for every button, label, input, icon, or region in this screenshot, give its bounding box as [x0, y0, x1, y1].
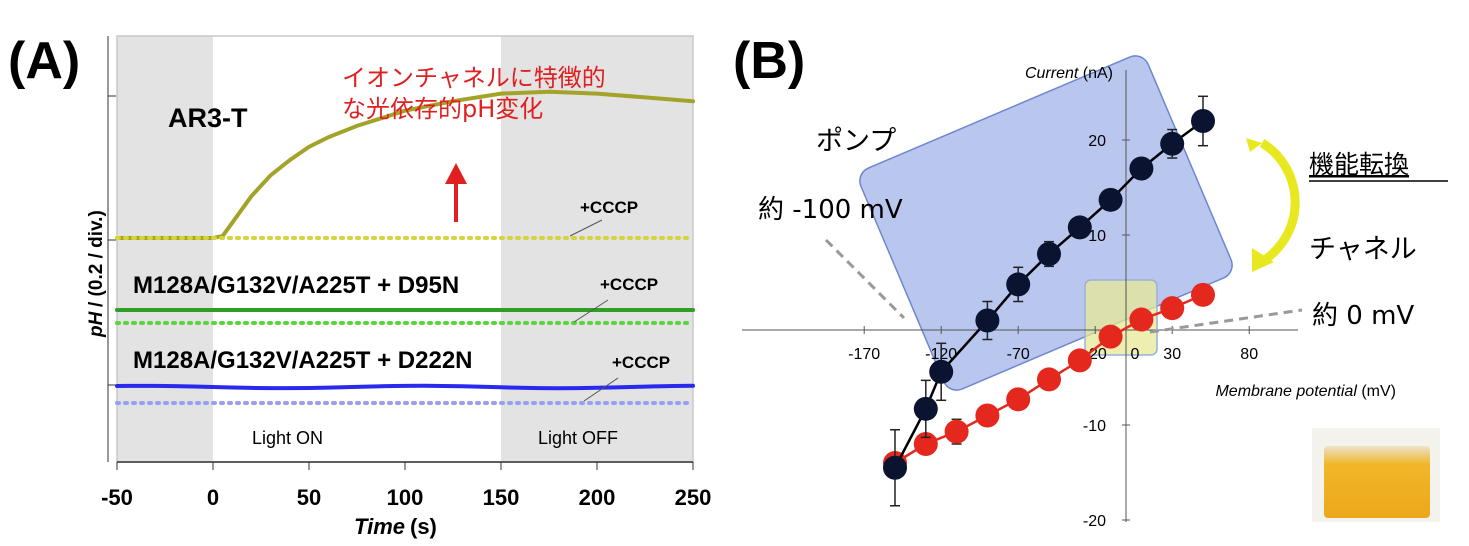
panel-a-chart: -50 0 50 100 150 200 250 AR3-T M128A/G132V/A22…	[86, 35, 711, 539]
channel-value: 約 0 mV	[1312, 301, 1414, 331]
conversion-arrow	[1259, 139, 1300, 266]
y-tick-label-b: -20	[1083, 513, 1106, 530]
sample-photo-swatch	[1324, 446, 1430, 518]
panel-label-a: (A)	[8, 32, 80, 90]
x-axis-title-a-italic: Time	[354, 514, 405, 539]
data-point-channel	[1037, 367, 1061, 392]
x-tick-label-a: 250	[675, 485, 712, 510]
cccp-leader-d95n	[573, 299, 609, 323]
data-point-channel	[1006, 387, 1031, 412]
x-tick-label-a: -50	[101, 485, 133, 510]
x-tick-label-b: -170	[848, 346, 880, 363]
data-point-channel	[1160, 296, 1185, 321]
data-point-pump	[1098, 187, 1123, 212]
sample-label-d222n: M128A/G132V/A225T + D222N	[133, 347, 473, 374]
pump-value: 約 -100 mV	[758, 195, 903, 225]
cccp-label-d222n: +CCCP	[612, 353, 670, 372]
annotation-line-2: な光依存的pH変化	[342, 95, 543, 123]
conversion-arrow-tail	[1246, 138, 1262, 152]
conversion-arrow-head	[1252, 248, 1274, 272]
sample-label-d95n: M128A/G132V/A225T + D95N	[133, 272, 459, 299]
cccp-leader-d222n	[583, 377, 619, 402]
x-tick-label-b: -70	[1007, 346, 1030, 363]
x-tick-label-b: 30	[1163, 346, 1181, 363]
shaded-region-dark-after	[501, 36, 693, 462]
data-point-pump	[883, 455, 907, 480]
annotation-line-1: イオンチャネルに特徴的	[342, 64, 606, 92]
pump-highlight-box	[859, 55, 1233, 391]
shaded-region-dark-before	[117, 36, 213, 462]
x-axis-title-a-unit: (s)	[410, 514, 437, 539]
y-tick-label-b: -10	[1083, 418, 1106, 435]
x-tick-label-b-zero: 0	[1131, 346, 1140, 363]
data-point-pump	[975, 308, 1000, 333]
data-point-channel	[1191, 282, 1215, 307]
x-tick-label-a: 0	[207, 485, 219, 510]
x-axis-title-b: Membrane potential (mV)	[1215, 383, 1396, 400]
data-point-pump	[913, 396, 938, 421]
channel-label: チャネル	[1309, 234, 1417, 265]
series-group-b	[883, 95, 1215, 507]
series-group-a	[115, 89, 695, 405]
y-axis-title-b: Current (nA)	[1025, 65, 1113, 82]
sample-label-ar3: AR3-T	[168, 103, 248, 133]
conversion-label: 機能転換	[1309, 150, 1409, 179]
data-point-pump	[929, 359, 954, 384]
y-axis-title-a-italic: pH	[86, 310, 107, 338]
data-point-channel	[1067, 348, 1092, 373]
pump-dashed-leader	[824, 238, 906, 320]
y-axis-title-a: pH / (0.2 / div.)	[86, 210, 107, 338]
x-tick-label-a: 100	[387, 485, 424, 510]
light-off-label: Light OFF	[538, 428, 618, 448]
panel-label-b: (B)	[733, 32, 805, 90]
x-tick-label-b: 80	[1240, 346, 1258, 363]
y-tick-label-b: 20	[1088, 133, 1106, 150]
x-tick-label-a: 200	[579, 485, 616, 510]
cccp-leader-ar3	[569, 219, 603, 237]
pump-label: ポンプ	[816, 126, 896, 157]
data-point-pump	[1037, 242, 1061, 266]
series-line-d222n	[115, 383, 695, 391]
data-point-pump	[1160, 131, 1185, 156]
channel-dashed-leader	[1149, 308, 1303, 334]
data-point-channel	[913, 432, 938, 456]
light-on-label: Light ON	[252, 428, 323, 448]
series-line-ar3	[115, 89, 695, 240]
y-tick-label-b: 10	[1088, 228, 1106, 245]
data-point-pump	[1129, 156, 1154, 181]
data-point-pump	[1191, 109, 1215, 133]
cccp-label-ar3: +CCCP	[580, 198, 638, 217]
data-point-pump	[1006, 272, 1031, 297]
data-point-channel	[975, 403, 1000, 428]
y-axis-title-a-unit: / (0.2 / div.)	[86, 210, 107, 307]
data-point-channel	[1129, 307, 1154, 332]
x-tick-label-a: 150	[483, 485, 520, 510]
x-ticks-a: -50 0 50 100 150 200 250	[101, 462, 711, 510]
cccp-label-d95n: +CCCP	[600, 275, 658, 294]
annotation-arrow-head	[445, 163, 467, 184]
data-point-channel	[944, 419, 969, 444]
data-point-pump	[1067, 215, 1092, 240]
data-point-channel	[1098, 324, 1123, 349]
x-tick-label-a: 50	[297, 485, 321, 510]
